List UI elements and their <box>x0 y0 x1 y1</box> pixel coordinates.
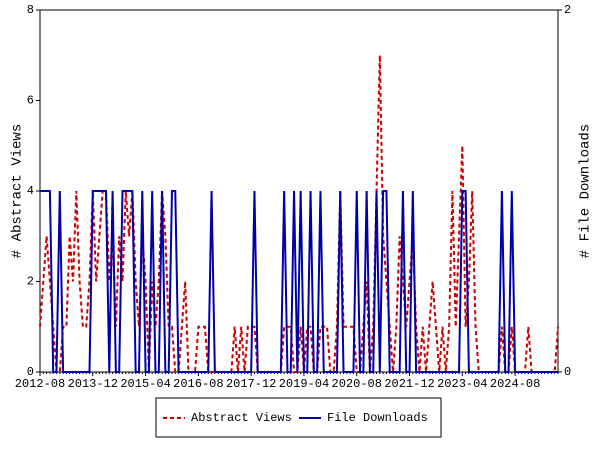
legend-label: Abstract Views <box>191 411 292 425</box>
y-tick-label: 8 <box>27 3 34 17</box>
legend <box>155 397 442 438</box>
series-line <box>40 190 558 373</box>
y2-tick-label: 0 <box>564 365 571 379</box>
x-tick-label: 2015-04 <box>120 377 170 391</box>
x-tick-label: 2016-08 <box>173 377 223 391</box>
y2-axis-title: # File Downloads <box>578 124 594 258</box>
legend-label: File Downloads <box>327 411 428 425</box>
x-tick-label: 2021-12 <box>384 377 434 391</box>
series-line <box>39 55 559 373</box>
x-tick-label: 2024-08 <box>490 377 540 391</box>
x-tick-label: 2023-04 <box>437 377 487 391</box>
y-tick-label: 2 <box>27 275 34 289</box>
y-tick-label: 4 <box>27 184 34 198</box>
x-tick-label: 2019-04 <box>279 377 329 391</box>
x-tick-label: 2017-12 <box>226 377 276 391</box>
y2-tick-label: 2 <box>564 3 571 17</box>
x-tick-label: 2012-08 <box>15 377 65 391</box>
y-tick-label: 6 <box>27 94 34 108</box>
y-tick-label: 0 <box>27 365 34 379</box>
y-axis-title: # Abstract Views <box>10 124 26 258</box>
x-tick-label: 2013-12 <box>68 377 118 391</box>
x-tick-label: 2020-08 <box>332 377 382 391</box>
